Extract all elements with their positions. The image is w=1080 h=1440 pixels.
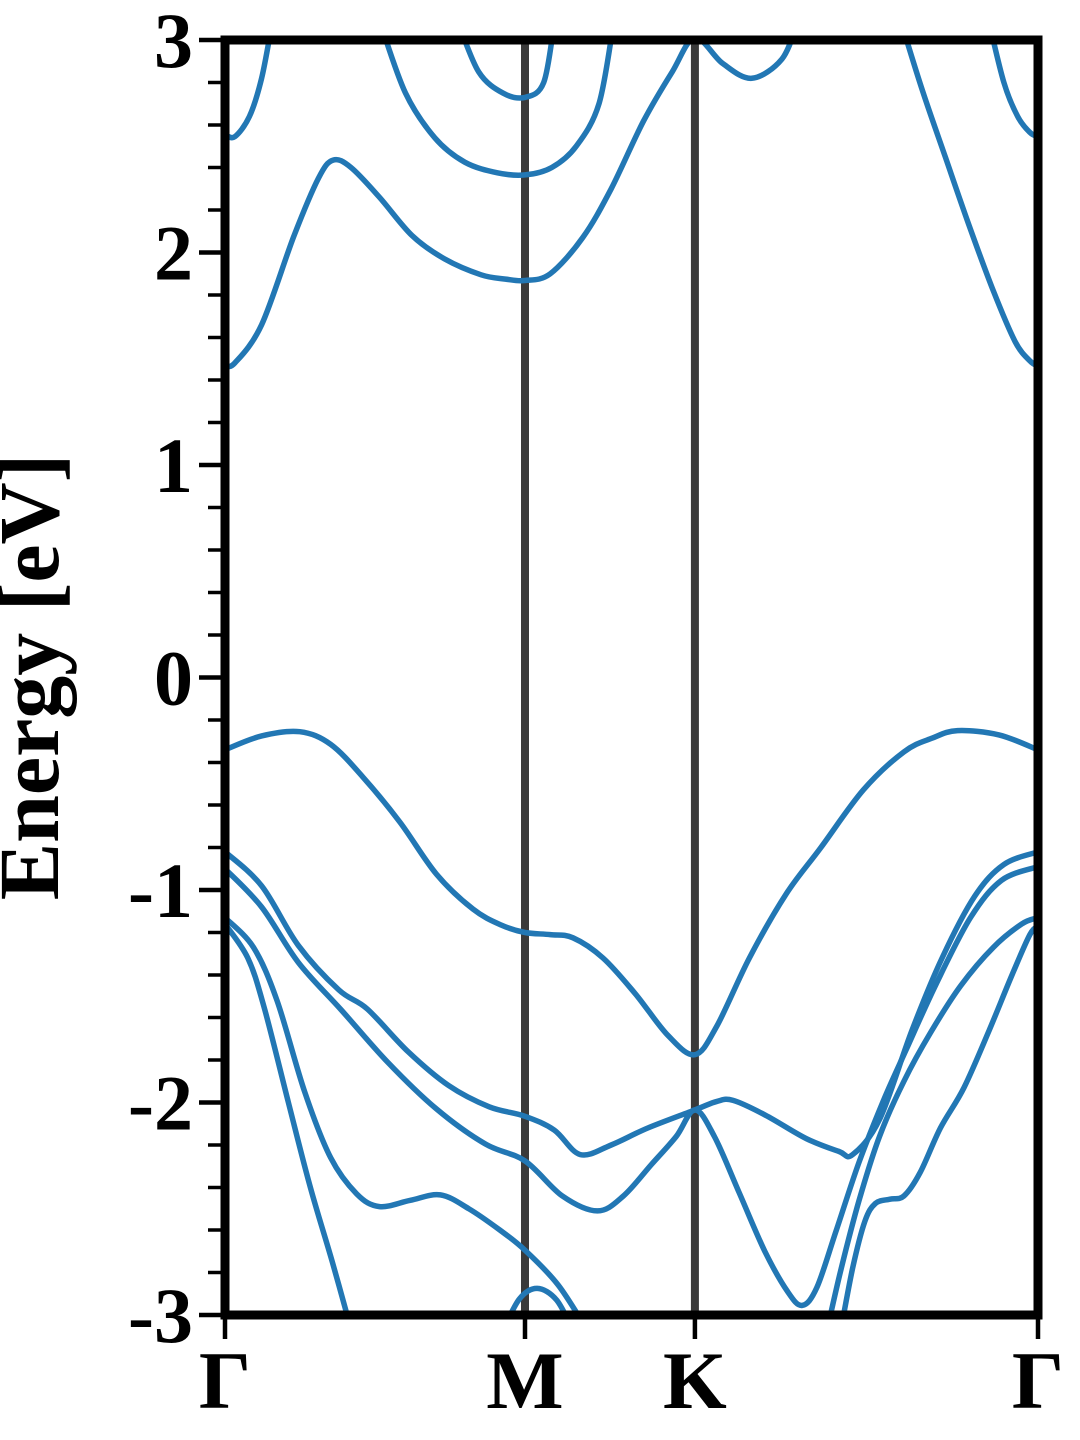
band-line-conduction-gamma-right-low	[903, 40, 1038, 369]
band-line-valence-2	[225, 849, 1038, 1160]
band-line-conduction-main	[225, 40, 795, 370]
band-line-valence-3	[225, 863, 1038, 1309]
band-line-valence-rise-right-1	[827, 914, 1038, 1315]
y-tick-label: 2	[154, 210, 193, 297]
ticks-group	[199, 37, 1041, 1339]
band-line-valence-4	[225, 914, 582, 1315]
y-tick-label: -1	[128, 847, 193, 934]
symmetry-lines-group	[520, 40, 699, 1315]
x-tick-label: M	[486, 1335, 563, 1426]
band-line-conduction-m-third	[461, 40, 555, 101]
band-line-valence-rise-right-2-shoulder	[840, 923, 1038, 1315]
y-tick-label: 3	[154, 0, 193, 84]
y-tick-label: 0	[154, 635, 193, 722]
y-tick-label: -3	[128, 1272, 193, 1359]
x-tick-label: Γ	[199, 1335, 251, 1426]
band-line-conduction-gamma-right-high	[990, 40, 1038, 140]
band-line-conduction-m-second	[383, 40, 614, 178]
plot-frame	[220, 35, 1043, 1320]
band-line-valence-hump-at-m	[507, 1285, 569, 1315]
band-line-conduction-gamma-left	[225, 40, 272, 141]
x-tick-label: K	[663, 1335, 727, 1426]
bands-group	[225, 40, 1038, 1315]
y-tick-label: -2	[128, 1060, 193, 1147]
band-line-valence-5	[225, 921, 350, 1315]
frame-group	[220, 35, 1043, 1320]
y-tick-label: 1	[154, 422, 193, 509]
band-line-valence-1	[225, 727, 1038, 1058]
y-axis-label: Energy [eV]	[0, 454, 77, 901]
x-tick-label: Γ	[1012, 1335, 1064, 1426]
